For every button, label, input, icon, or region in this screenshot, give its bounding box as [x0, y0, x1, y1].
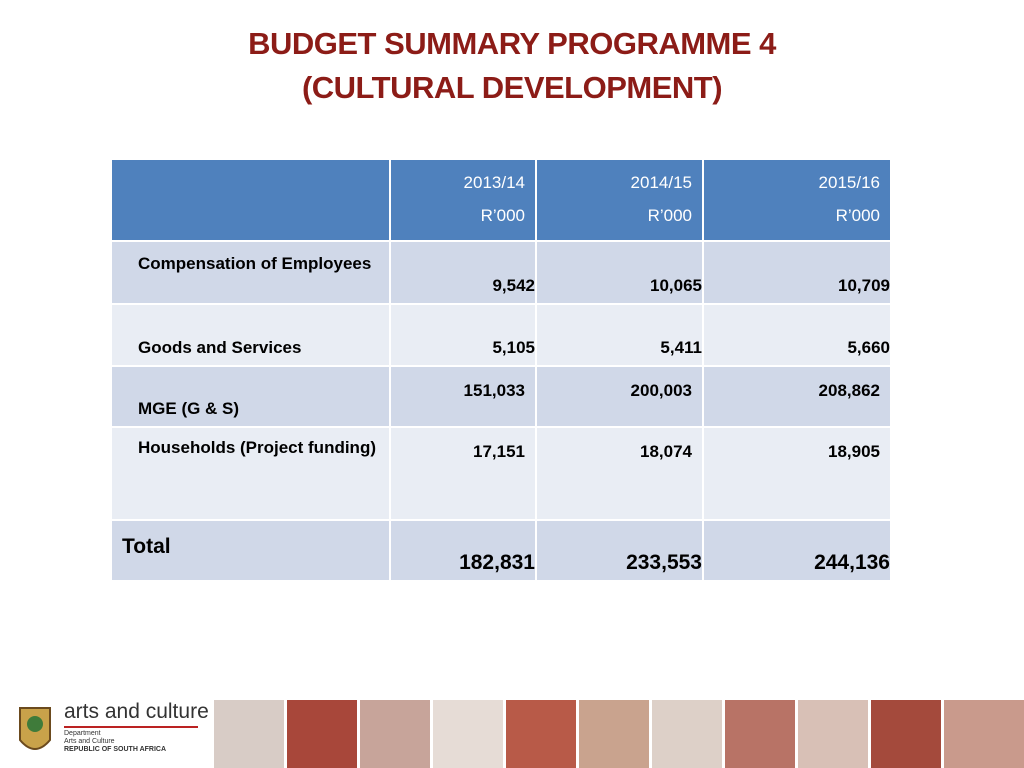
value-cell: 244,136 — [704, 521, 892, 582]
header-year: 2014/15 — [630, 173, 692, 192]
value-cell: 9,542 — [391, 242, 537, 305]
department-line: Arts and Culture — [64, 738, 115, 745]
header-year: 2013/14 — [463, 173, 525, 192]
row-label: Total — [112, 521, 391, 582]
value-cell: 18,074 — [537, 428, 704, 521]
header-cell: 2013/14 R’000 — [391, 160, 537, 242]
header-unit: R’000 — [480, 206, 525, 225]
value-cell: 5,411 — [537, 305, 704, 367]
value-cell: 10,709 — [704, 242, 892, 305]
row-label: MGE (G & S) — [112, 367, 391, 428]
header-cell: 2015/16 R’000 — [704, 160, 892, 242]
header-year: 2015/16 — [818, 173, 880, 192]
footer: arts and culture Department Arts and Cul… — [0, 690, 1024, 768]
header-cell: 2014/15 R’000 — [537, 160, 704, 242]
value-cell: 5,105 — [391, 305, 537, 367]
value-cell: 5,660 — [704, 305, 892, 367]
title: BUDGET SUMMARY PROGRAMME 4 — [248, 26, 776, 61]
value-cell: 18,905 — [704, 428, 892, 521]
photo-strip — [214, 700, 1024, 768]
header-unit: R’000 — [647, 206, 692, 225]
coat-of-arms — [19, 707, 51, 750]
value-cell: 208,862 — [704, 367, 892, 428]
logo-text: arts and culture — [64, 700, 209, 723]
value-cell: 10,065 — [537, 242, 704, 305]
value-cell: 200,003 — [537, 367, 704, 428]
row-label: Goods and Services — [112, 305, 391, 367]
value-cell: 233,553 — [537, 521, 704, 582]
value-cell: 17,151 — [391, 428, 537, 521]
row-label: Compensation of Employees — [112, 242, 391, 305]
logo-rule — [64, 726, 198, 728]
department-line: Department — [64, 730, 101, 737]
row-label: Households (Project funding) — [112, 428, 391, 521]
department-line: REPUBLIC OF SOUTH AFRICA — [64, 746, 167, 753]
value-cell: 151,033 — [391, 367, 537, 428]
header-cell — [112, 160, 391, 242]
header-unit: R’000 — [835, 206, 880, 225]
value-cell: 182,831 — [391, 521, 537, 582]
title: (CULTURAL DEVELOPMENT) — [301, 70, 723, 105]
department: Department Arts and Culture REPUBLIC OF … — [64, 730, 166, 754]
